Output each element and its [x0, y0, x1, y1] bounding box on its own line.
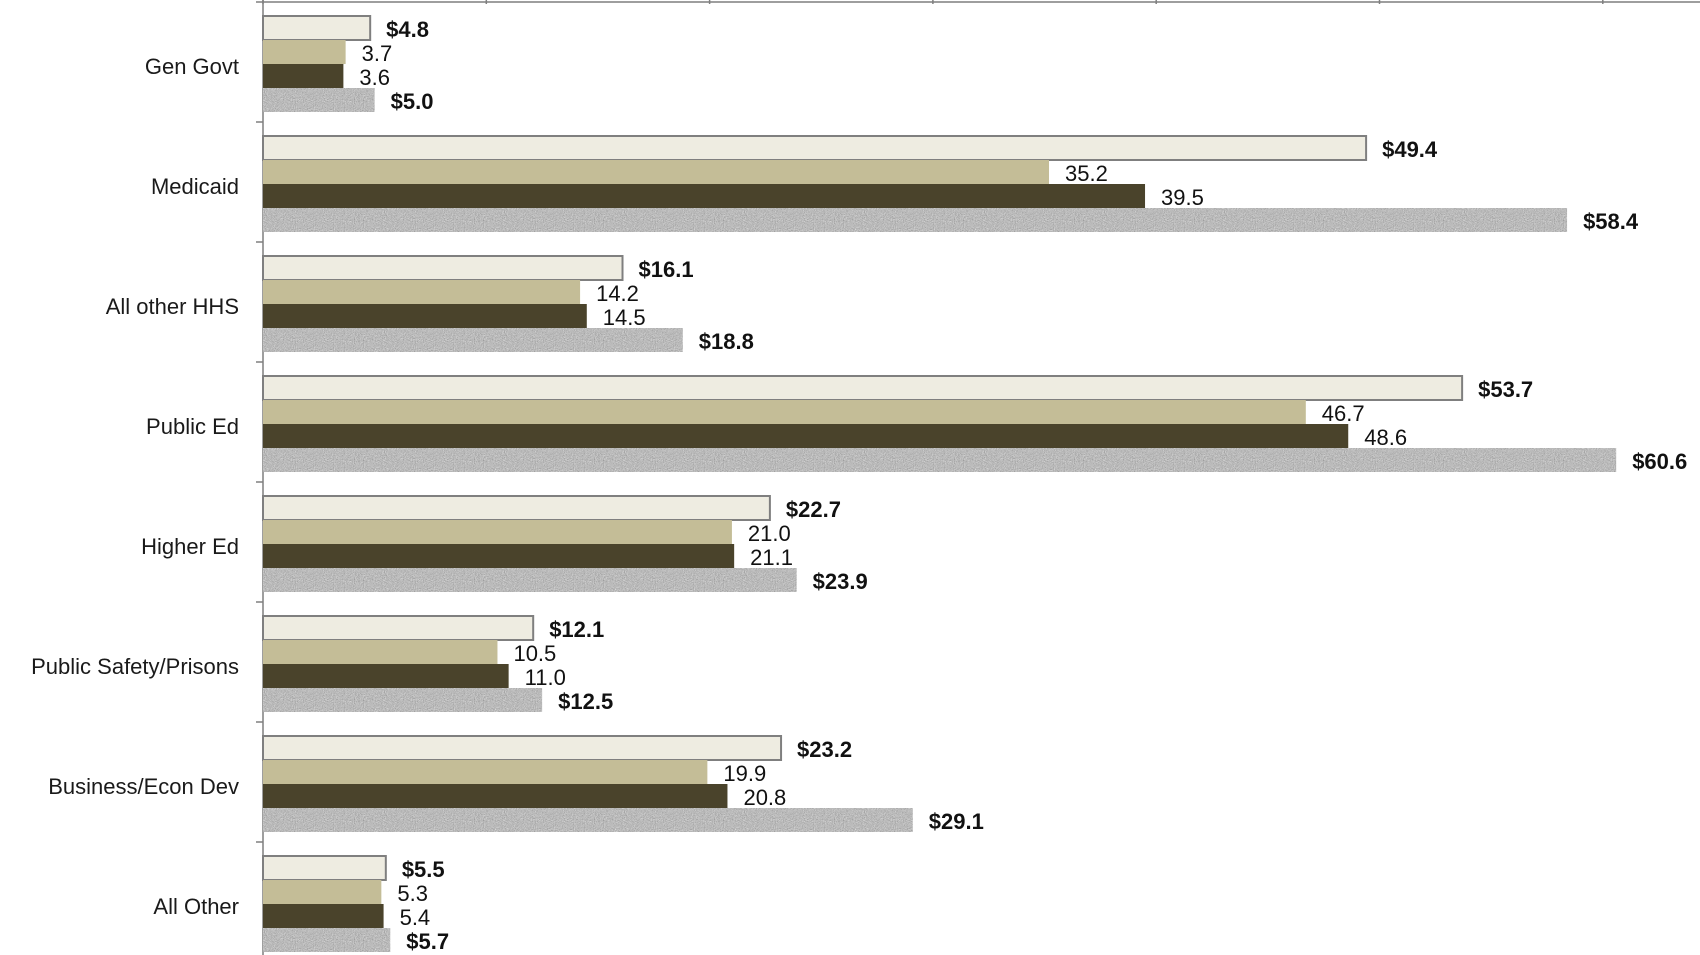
- data-label: 35.2: [1065, 161, 1108, 186]
- data-label: $12.1: [549, 617, 604, 642]
- data-label: 39.5: [1161, 185, 1204, 210]
- bar: [263, 64, 344, 88]
- data-label: $29.1: [929, 809, 984, 834]
- data-label: $4.8: [386, 17, 429, 42]
- bar: [263, 160, 1050, 184]
- data-label: $53.7: [1478, 377, 1533, 402]
- data-label: $5.5: [402, 857, 445, 882]
- category-label: Higher Ed: [141, 534, 239, 559]
- category-label: Gen Govt: [145, 54, 239, 79]
- data-label: 11.0: [525, 665, 566, 690]
- bar: [263, 328, 683, 352]
- data-label: $5.0: [391, 89, 434, 114]
- category-label: Public Ed: [146, 414, 239, 439]
- data-label: $60.6: [1632, 449, 1687, 474]
- bar: [262, 855, 387, 881]
- data-label: 14.5: [603, 305, 646, 330]
- bar: [263, 88, 375, 112]
- bar: [262, 255, 624, 281]
- data-label: $5.7: [406, 929, 449, 954]
- bar: [263, 544, 735, 568]
- data-label: 3.7: [362, 41, 393, 66]
- bar: [262, 15, 372, 41]
- bar: [263, 424, 1349, 448]
- data-label: 10.5: [513, 641, 556, 666]
- category-label: Business/Econ Dev: [48, 774, 239, 799]
- bar: [263, 928, 391, 952]
- bar: [263, 640, 498, 664]
- bar: [263, 808, 913, 832]
- bar: [263, 208, 1568, 232]
- bar: [263, 760, 708, 784]
- data-label: 21.1: [750, 545, 793, 570]
- data-label: $23.9: [813, 569, 868, 594]
- data-label: $16.1: [639, 257, 694, 282]
- bar: [263, 664, 509, 688]
- bar: [263, 904, 384, 928]
- data-label: 46.7: [1322, 401, 1365, 426]
- bar: [262, 135, 1368, 161]
- bar: [263, 40, 346, 64]
- bar: [263, 784, 728, 808]
- bar: [263, 568, 797, 592]
- bar: [262, 375, 1464, 401]
- bar: [263, 880, 382, 904]
- bar: [263, 688, 543, 712]
- bar: [263, 448, 1617, 472]
- data-label: 5.4: [400, 905, 431, 930]
- category-label: All other HHS: [106, 294, 239, 319]
- data-label: 14.2: [596, 281, 639, 306]
- category-label: Public Safety/Prisons: [31, 654, 239, 679]
- bar: [263, 520, 732, 544]
- category-label: Medicaid: [151, 174, 239, 199]
- bar: [263, 184, 1146, 208]
- chart-bars: [262, 15, 1617, 952]
- data-label: 48.6: [1364, 425, 1407, 450]
- chart-labels: Gen Govt $4.83.73.6$5.0 Medicaid $49.4 35.2 3…: [31, 17, 1687, 954]
- data-label: $18.8: [699, 329, 754, 354]
- data-label: 3.6: [359, 65, 390, 90]
- data-label: 20.8: [743, 785, 786, 810]
- bar: [263, 304, 587, 328]
- data-label: 5.3: [397, 881, 428, 906]
- data-label: $23.2: [797, 737, 852, 762]
- data-label: $58.4: [1583, 209, 1639, 234]
- bar: [262, 615, 535, 641]
- category-label: All Other: [153, 894, 239, 919]
- data-label: $22.7: [786, 497, 841, 522]
- bar: [262, 735, 783, 761]
- bar: [262, 495, 771, 521]
- bar: [263, 280, 581, 304]
- data-label: 19.9: [723, 761, 766, 786]
- data-label: 21.0: [748, 521, 791, 546]
- bar: [263, 400, 1306, 424]
- data-label: $49.4: [1382, 137, 1438, 162]
- data-label: $12.5: [558, 689, 613, 714]
